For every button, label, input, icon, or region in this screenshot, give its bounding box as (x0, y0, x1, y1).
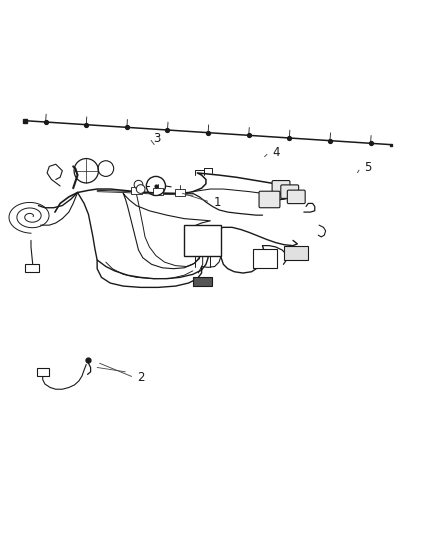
Bar (25, 264, 39, 272)
Bar (131, 187, 141, 194)
Circle shape (134, 180, 143, 189)
Polygon shape (193, 277, 212, 286)
Text: 3: 3 (153, 132, 160, 144)
FancyBboxPatch shape (272, 181, 290, 194)
FancyBboxPatch shape (259, 191, 280, 208)
Bar (37, 368, 49, 376)
Bar (284, 246, 308, 260)
Text: 5: 5 (364, 161, 371, 174)
Bar (184, 225, 221, 256)
Text: 2: 2 (138, 371, 145, 384)
FancyBboxPatch shape (287, 190, 305, 204)
Text: 4: 4 (272, 146, 280, 159)
Circle shape (136, 184, 145, 193)
Bar (175, 189, 185, 196)
FancyBboxPatch shape (281, 185, 299, 198)
FancyBboxPatch shape (253, 249, 277, 268)
Text: 1: 1 (214, 196, 221, 208)
Bar (153, 188, 163, 195)
